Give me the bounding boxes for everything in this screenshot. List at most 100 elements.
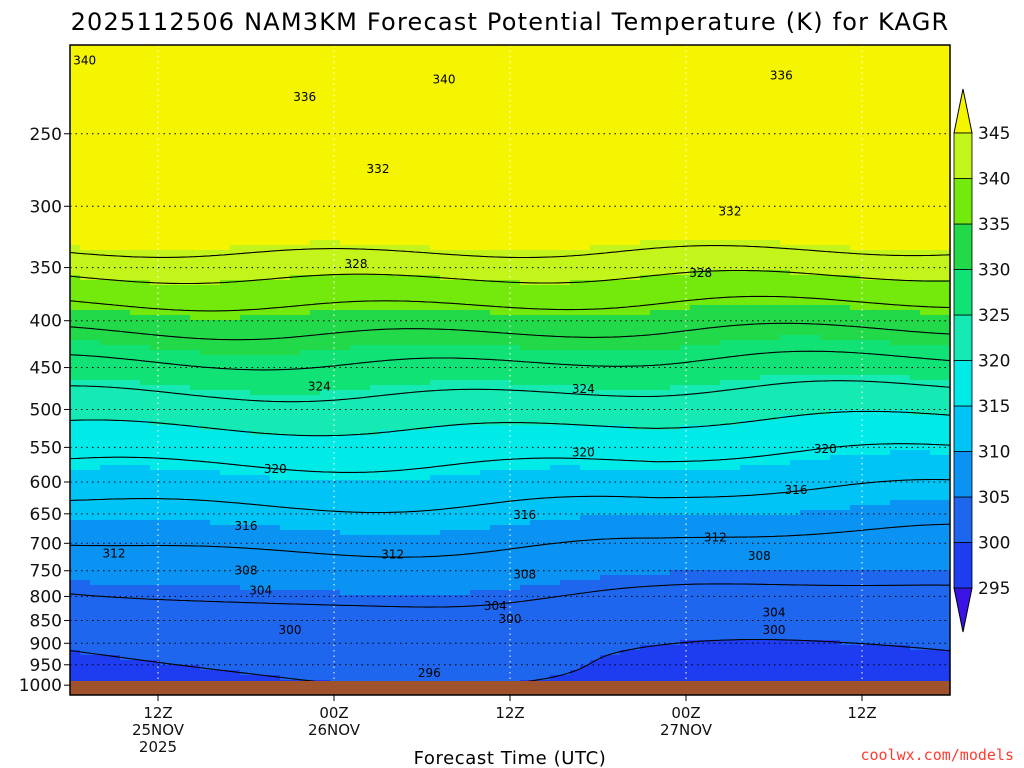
band-cell <box>70 90 950 96</box>
band-cell <box>200 350 301 356</box>
contour-label-text: 300 <box>499 612 522 626</box>
contour-label-text: 312 <box>704 531 727 545</box>
y-tick-label: 600 <box>30 473 62 493</box>
isentrope-line <box>70 295 950 312</box>
band-cell <box>890 340 950 346</box>
contour-label-text: 312 <box>381 548 404 562</box>
contour-label: 316 <box>235 519 258 533</box>
band-cell <box>70 375 761 381</box>
y-tick-label: 950 <box>30 656 62 676</box>
band-cell <box>150 280 221 286</box>
y-tick-label: 500 <box>30 400 62 420</box>
contour-label-text: 332 <box>719 205 742 219</box>
contour-value-labels: 340 340 336 336 332 332 328 328 324 324 320 320 320 3… <box>73 54 837 680</box>
band-cell <box>70 495 950 501</box>
colorbar-swatch <box>953 132 973 179</box>
band-cell <box>70 545 950 551</box>
isentrope-line <box>70 322 950 341</box>
band-cell <box>70 460 791 466</box>
x-tick-label: 12Z <box>143 704 172 722</box>
band-cell <box>70 240 311 246</box>
isentrope-line <box>70 443 950 473</box>
band-cell <box>70 95 950 101</box>
band-cell <box>550 675 950 681</box>
isentrope-line <box>70 478 950 514</box>
band-cell <box>70 75 950 81</box>
band-cell <box>70 390 251 396</box>
band-cell <box>140 380 431 386</box>
band-cell <box>270 475 431 481</box>
band-cell <box>70 475 271 481</box>
band-cell <box>70 455 831 461</box>
band-cell <box>70 665 201 671</box>
y-tick-label: 350 <box>30 259 62 279</box>
band-cell <box>650 310 921 316</box>
contour-label-text: 320 <box>572 445 595 459</box>
band-cell <box>600 655 950 661</box>
isentrope-line <box>70 350 950 371</box>
band-cell <box>70 410 831 416</box>
band-cell <box>70 510 801 516</box>
band-cell <box>430 380 511 386</box>
contour-label: 324 <box>572 382 595 396</box>
band-cell <box>590 660 950 666</box>
band-cell <box>70 550 950 556</box>
contour-label-text: 300 <box>279 623 302 637</box>
band-cell <box>370 385 591 391</box>
y-tick-label: 400 <box>30 312 62 332</box>
band-cell <box>70 440 950 446</box>
band-cell <box>240 315 950 321</box>
contour-label-text: 304 <box>763 605 786 619</box>
contour-label: 316 <box>513 508 536 522</box>
band-cell <box>520 585 950 591</box>
band-cell <box>790 270 950 276</box>
band-cell <box>580 515 950 521</box>
band-cell <box>70 590 341 596</box>
band-cell <box>740 465 950 471</box>
colorbar-label: 305 <box>978 488 1010 508</box>
band-cell <box>240 670 571 676</box>
colorbar-extend-high <box>953 88 973 134</box>
colorbar-swatch <box>953 314 973 361</box>
band-cell <box>80 245 231 251</box>
band-cell <box>850 305 950 311</box>
band-cell <box>570 280 950 286</box>
contour-label: 312 <box>103 546 126 560</box>
band-cell <box>230 245 431 251</box>
y-tick-label: 1000 <box>19 676 62 696</box>
band-cell <box>70 640 681 646</box>
band-cell <box>640 275 861 281</box>
band-cell <box>70 670 241 676</box>
band-cell <box>70 340 101 346</box>
band-cell <box>70 345 151 351</box>
isentrope-line <box>70 410 950 437</box>
band-cell <box>70 530 341 536</box>
band-cell <box>70 110 950 116</box>
band-cell <box>910 645 950 651</box>
contour-label-text: 332 <box>367 162 390 176</box>
contour-label: 332 <box>719 205 742 219</box>
band-cell <box>70 195 950 201</box>
contour-label: 324 <box>308 380 331 394</box>
contour-label: 304 <box>763 605 786 619</box>
x-tick-label: 27NOV <box>660 721 713 739</box>
band-cell <box>70 295 950 301</box>
isentrope-line <box>70 523 950 558</box>
contour-label: 300 <box>499 612 522 626</box>
band-cell <box>690 270 791 276</box>
band-cell <box>70 100 950 106</box>
band-cell <box>580 665 950 671</box>
band-cell <box>280 675 551 681</box>
band-cell <box>70 260 950 266</box>
y-tick-label: 300 <box>30 197 62 217</box>
band-cell <box>740 420 950 426</box>
band-cell <box>70 250 950 256</box>
band-cell <box>90 580 561 586</box>
colorbar-swatch <box>953 542 973 589</box>
band-cell <box>470 590 950 596</box>
band-cell <box>70 500 891 506</box>
band-cell <box>70 535 950 541</box>
band-cell <box>70 420 151 426</box>
